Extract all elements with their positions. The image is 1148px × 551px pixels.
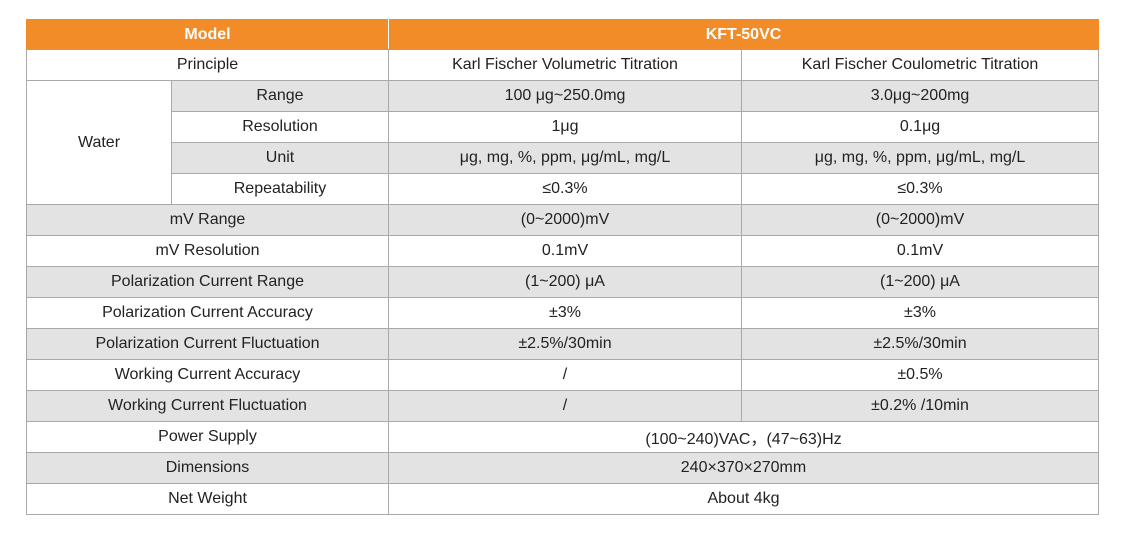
coulometric-value: 3.0μg~200mg [740,80,1100,112]
coulometric-value: ±0.5% [740,359,1100,391]
row-label: Principle [26,49,389,81]
volumetric-value: 100 μg~250.0mg [388,80,742,112]
model-label: Model [26,19,389,50]
coulometric-value: (1~200) μA [740,266,1100,298]
row-label: mV Range [26,204,389,236]
row-label: Repeatability [171,173,389,205]
table-row: Net Weight About 4kg [26,483,1100,515]
row-label: Dimensions [26,452,389,484]
water-row: Unit μg, mg, %, ppm, μg/mL, mg/L μg, mg,… [27,142,1100,174]
table-row: Polarization Current Range (1~200) μA (1… [26,266,1100,298]
row-label: Net Weight [26,483,389,515]
volumetric-value: ±2.5%/30min [388,328,742,360]
volumetric-value: 1μg [388,111,742,143]
table-row: mV Range (0~2000)mV (0~2000)mV [26,204,1100,236]
table-row: Working Current Fluctuation / ±0.2% /10m… [26,390,1100,422]
row-label: Working Current Accuracy [26,359,389,391]
shared-value: (100~240)VAC，(47~63)Hz [387,421,1100,453]
row-label: Polarization Current Fluctuation [26,328,389,360]
water-group-label: Water [26,80,172,205]
volumetric-value: Karl Fischer Volumetric Titration [388,49,742,81]
volumetric-value: μg, mg, %, ppm, μg/mL, mg/L [388,142,742,174]
model-value: KFT-50VC [387,19,1100,50]
coulometric-value: (0~2000)mV [740,204,1100,236]
volumetric-value: (1~200) μA [388,266,742,298]
row-label: Polarization Current Accuracy [26,297,389,329]
spec-table: Model KFT-50VC Principle Karl Fischer Vo… [26,19,1100,515]
volumetric-value: ≤0.3% [388,173,742,205]
coulometric-value: Karl Fischer Coulometric Titration [740,49,1100,81]
header-row: Model KFT-50VC [26,19,1100,50]
table-row: Power Supply (100~240)VAC，(47~63)Hz [26,421,1100,453]
row-label: Power Supply [26,421,389,453]
volumetric-value: ±3% [388,297,742,329]
coulometric-value: μg, mg, %, ppm, μg/mL, mg/L [740,142,1100,174]
volumetric-value: 0.1mV [388,235,742,267]
shared-value: About 4kg [387,483,1100,515]
coulometric-value: 0.1mV [740,235,1100,267]
shared-value: 240×370×270mm [387,452,1100,484]
principle-row: Principle Karl Fischer Volumetric Titrat… [26,49,1100,81]
table-row: Working Current Accuracy / ±0.5% [26,359,1100,391]
coulometric-value: ≤0.3% [740,173,1100,205]
coulometric-value: ±0.2% /10min [740,390,1100,422]
table-row: mV Resolution 0.1mV 0.1mV [26,235,1100,267]
coulometric-value: ±2.5%/30min [740,328,1100,360]
row-label: mV Resolution [26,235,389,267]
coulometric-value: 0.1μg [740,111,1100,143]
row-label: Resolution [171,111,389,143]
volumetric-value: / [388,390,742,422]
table-row: Polarization Current Fluctuation ±2.5%/3… [26,328,1100,360]
row-label: Unit [171,142,389,174]
water-row: Repeatability ≤0.3% ≤0.3% [27,173,1100,205]
volumetric-value: (0~2000)mV [388,204,742,236]
table-row: Dimensions 240×370×270mm [26,452,1100,484]
water-row: Resolution 1μg 0.1μg [27,111,1100,143]
row-label: Range [171,80,389,112]
water-row: Water Range 100 μg~250.0mg 3.0μg~200mg [26,80,1100,205]
row-label: Working Current Fluctuation [26,390,389,422]
row-label: Polarization Current Range [26,266,389,298]
volumetric-value: / [388,359,742,391]
table-row: Polarization Current Accuracy ±3% ±3% [26,297,1100,329]
coulometric-value: ±3% [740,297,1100,329]
